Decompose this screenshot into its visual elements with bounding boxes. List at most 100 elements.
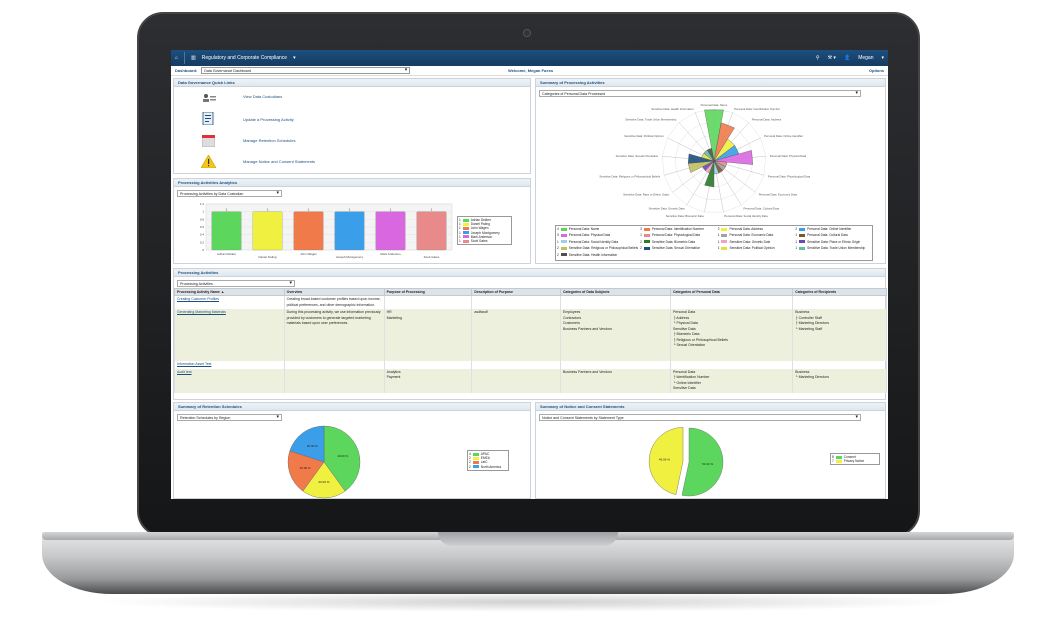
bar-data-label: 1 xyxy=(349,208,351,212)
legend-label: Sensitive Data: Genetic Data xyxy=(729,239,771,244)
legend-count: 2 xyxy=(557,252,559,257)
column-header[interactable]: Description of Purpose xyxy=(471,288,561,296)
legend-label: Personal Data: Economic Data xyxy=(729,233,774,238)
table-cell-name[interactable]: Generating Marketing Materials xyxy=(174,309,285,361)
dashboard-select[interactable]: Data Governance Dashboard xyxy=(201,67,411,74)
legend-count: 1 xyxy=(717,233,720,238)
legend-count: 3 xyxy=(557,233,559,238)
bar-chart-legend: 1 Adrian Dekker 1 Daniel Fisling 1 John Wagen… xyxy=(457,216,512,246)
legend-count: 2 xyxy=(469,456,471,461)
legend-swatch xyxy=(721,246,728,250)
quick-link-notice[interactable]: Manage Notice and Consent Statements xyxy=(243,159,316,164)
table-row[interactable]: Generating Marketing Materials During thi… xyxy=(174,309,887,361)
legend-count: 4 xyxy=(557,227,559,231)
legend-count: 1 xyxy=(459,218,461,223)
pie-slice xyxy=(681,427,724,497)
activity-link[interactable]: Audit test xyxy=(177,369,192,374)
activity-link[interactable]: Information Asset Test xyxy=(177,362,212,366)
retention-title: Summary of Retention Schedules xyxy=(174,403,530,411)
activity-link[interactable]: Creating Customer Profiles xyxy=(177,297,220,301)
search-icon[interactable]: ⚲ xyxy=(815,55,820,61)
options-menu[interactable]: Options xyxy=(868,68,884,73)
legend-label: Scott Gates xyxy=(470,239,488,244)
legend-label: Sensitive Data: Political Opinion xyxy=(729,246,775,251)
legend-count: 1 xyxy=(717,246,720,251)
legend-entry: 2 Sensitive Data: Sexual Orientation xyxy=(640,246,716,250)
legend-label: Personal Data: Cultural Data xyxy=(807,233,848,238)
table-cell-name[interactable]: Audit test xyxy=(174,368,285,393)
legend-entry: 1 Daniel Fisling xyxy=(459,222,510,226)
bar xyxy=(375,211,406,251)
activities-select[interactable]: Processing Activities xyxy=(177,280,295,287)
table-row[interactable]: Audit test Analytics Payment Business Part… xyxy=(174,368,887,393)
summary-select[interactable]: Categories of Personal Data Processed xyxy=(539,90,861,97)
legend-label: Personal Data: Online Identifier xyxy=(807,227,852,231)
quick-link-view-custodians[interactable]: View Data Custodians xyxy=(243,94,283,99)
pie-slice xyxy=(289,425,325,463)
table-row[interactable]: Information Asset Test xyxy=(174,361,887,369)
legend-swatch xyxy=(560,233,567,237)
y-tick-label: 0.2 xyxy=(200,240,205,244)
table-cell-subjects xyxy=(559,295,672,309)
warning-icon xyxy=(200,154,217,169)
legend-entry: 2 Sensitive Data: Health Information xyxy=(557,253,638,257)
table-cell-description xyxy=(471,361,561,369)
column-header[interactable]: Categories of Recipients xyxy=(792,288,887,296)
retention-select[interactable]: Retention Schedules by Region xyxy=(177,414,282,421)
table-row[interactable]: Creating Customer Profiles Creating broad… xyxy=(174,295,887,309)
radar-chart: Personal Data: Name Personal Data: Identi… xyxy=(599,103,810,218)
quick-link-update-activity[interactable]: Update a Processing Activity xyxy=(243,117,294,122)
column-header[interactable]: Categories of Personal Data xyxy=(669,288,794,296)
column-header[interactable]: Processing Activity Name ▲ xyxy=(174,288,285,296)
table-cell-name[interactable]: Information Asset Test xyxy=(174,361,285,369)
table-cell-personal: Personal Data ├ Identification Number └ … xyxy=(669,368,794,393)
analytics-select[interactable]: Processing Activities by Data Custodian xyxy=(177,190,282,197)
legend-swatch xyxy=(643,233,650,237)
legend-swatch xyxy=(799,227,806,231)
legend-label: Personal Data: Physical Data xyxy=(568,233,611,238)
table-cell-overview xyxy=(283,361,385,369)
legend-swatch xyxy=(643,240,650,244)
legend-entry: 4 APAC xyxy=(469,452,507,456)
chevron-down-icon[interactable]: ▾ xyxy=(293,55,296,61)
table-cell-recipients: Business └ Marketing Directors xyxy=(792,368,887,393)
activities-title: Processing Activities xyxy=(174,269,885,277)
user-chevron-icon[interactable]: ▾ xyxy=(881,55,884,61)
bar xyxy=(334,211,365,251)
legend-swatch xyxy=(721,240,728,244)
legend-count: 1 xyxy=(717,239,720,244)
legend-count: 1 xyxy=(459,226,461,231)
legend-entry: 2 Sensitive Data: Biometric Data xyxy=(640,240,716,244)
legend-count: 1 xyxy=(640,233,642,238)
tools-icon[interactable]: ⚒ ▾ xyxy=(827,55,836,61)
notice-select[interactable]: Notice and Consent Statements by Stateme… xyxy=(539,414,861,421)
y-tick-label: 1 xyxy=(202,210,204,214)
notice-pie-chart: 53.44 % 46.56 % xyxy=(648,427,724,497)
user-menu[interactable]: Megan xyxy=(858,55,874,61)
legend-count: 1 xyxy=(459,230,461,235)
activity-link[interactable]: Generating Marketing Materials xyxy=(177,310,226,314)
legend-label: Personal Data: Social Identity Data xyxy=(568,239,619,244)
app-title[interactable]: Regulatory and Corporate Compliance xyxy=(201,55,288,61)
column-header[interactable]: Overview xyxy=(283,288,385,296)
legend-swatch xyxy=(472,460,479,464)
quick-link-retention[interactable]: Manage Retention Schedules xyxy=(243,138,296,143)
legend-entry: 8 Consent xyxy=(832,455,878,459)
home-icon[interactable]: ⌂ xyxy=(175,55,179,61)
screen: ⌂ ▥ Regulatory and Corporate Compliance … xyxy=(171,50,888,499)
legend-count: 2 xyxy=(795,227,798,231)
legend-swatch xyxy=(560,240,567,244)
y-tick-label: 0 xyxy=(202,248,204,252)
legend-entry: 2 Personal Data: Online Identifier xyxy=(795,227,871,231)
activities-panel: Processing Activities Processing Activit… xyxy=(173,268,887,400)
bar-data-label: 1 xyxy=(390,208,392,212)
top-navbar: ⌂ ▥ Regulatory and Corporate Compliance … xyxy=(171,50,888,66)
table-cell-name[interactable]: Creating Customer Profiles xyxy=(174,295,285,309)
column-header[interactable]: Categories of Data Subjects xyxy=(559,288,672,296)
legend-entry: 1 Sensitive Data: Trade Union Membership xyxy=(795,246,871,250)
legend-swatch xyxy=(462,239,469,243)
column-header[interactable]: Purpose of Processing xyxy=(383,288,473,296)
x-tick-label: Joseph Montgomery xyxy=(336,255,364,259)
legend-label: Privacy Notice xyxy=(843,459,865,464)
legend-label: Personal Data: Name xyxy=(568,227,600,231)
